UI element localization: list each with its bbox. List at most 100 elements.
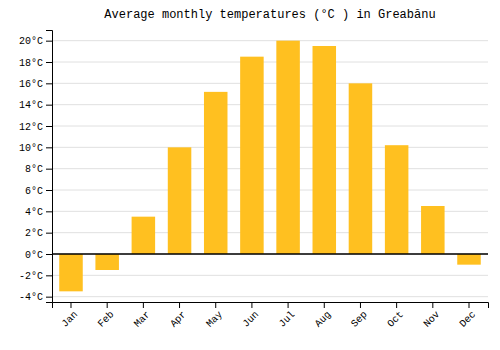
bar (240, 57, 264, 254)
y-tick-mark (46, 147, 52, 148)
y-tick: 8°C (25, 164, 52, 175)
x-tick-label: Mar (132, 309, 153, 330)
y-tick: -2°C (19, 271, 52, 282)
bar (421, 206, 445, 254)
x-tick: Mar (132, 302, 153, 330)
y-axis: -4°C -2°C 0°C 2°C 4°C 6°C 8°C 10°C 12°C 14°C 16°C 1… (19, 31, 53, 304)
x-tick-mark (70, 302, 71, 308)
x-tick: Oct (385, 302, 406, 330)
y-tick-label: 10°C (19, 143, 43, 154)
bar (168, 147, 192, 254)
bar (132, 217, 156, 254)
grid-line (52, 104, 488, 105)
y-tick-label: 0°C (25, 250, 43, 261)
y-tick-label: -4°C (19, 292, 43, 303)
y-axis-line (46, 31, 53, 303)
x-tick-mark (432, 302, 433, 308)
y-tick: 6°C (25, 186, 52, 197)
x-tick: Jul (277, 302, 298, 330)
grid-line (52, 62, 488, 63)
x-tick: Dec (458, 302, 479, 330)
y-tick-mark (46, 83, 52, 84)
y-tick: 12°C (19, 122, 52, 133)
y-tick-mark (46, 169, 52, 170)
bar (385, 145, 409, 254)
x-tick-label: Aug (313, 309, 334, 330)
bar (313, 46, 337, 254)
x-tick-label: Jan (60, 309, 81, 330)
y-tick-mark (46, 41, 52, 42)
y-tick: -4°C (19, 292, 52, 303)
x-axis-line (53, 303, 489, 309)
y-tick-label: 20°C (19, 36, 43, 47)
x-tick-mark (360, 302, 361, 308)
grid-line (52, 168, 488, 169)
x-tick-mark (396, 302, 397, 308)
y-tick-mark (46, 233, 52, 234)
y-tick-mark (46, 126, 52, 127)
y-tick: 10°C (19, 143, 52, 154)
x-tick-mark (179, 302, 180, 308)
bar (349, 83, 373, 254)
x-axis: Jan Feb Mar Apr May Jun Jul Aug Sep Oct Nov Dec (53, 302, 489, 330)
x-tick-label: Jul (277, 309, 298, 330)
x-tick-label: Sep (349, 309, 370, 330)
x-tick: Aug (313, 302, 334, 330)
y-tick: 0°C (25, 250, 52, 261)
x-tick-mark (143, 302, 144, 308)
y-tick-mark (46, 297, 52, 298)
chart: -4°C -2°C 0°C 2°C 4°C 6°C 8°C 10°C 12°C 14°C 16°C 1… (0, 0, 500, 350)
grid-line (52, 275, 488, 276)
y-tick-mark (46, 105, 52, 106)
grid-line (52, 296, 488, 297)
grid-line (52, 190, 488, 191)
y-tick-label: 6°C (25, 186, 43, 197)
y-tick-mark (46, 254, 52, 255)
y-tick-label: 16°C (19, 79, 43, 90)
x-tick-label: May (204, 309, 225, 330)
y-tick-label: 14°C (19, 100, 43, 111)
y-tick: 16°C (19, 79, 52, 90)
x-tick: Nov (421, 302, 442, 330)
bar (457, 254, 481, 265)
y-tick-label: 12°C (19, 122, 43, 133)
x-tick-label: Oct (385, 309, 406, 330)
y-tick: 2°C (25, 228, 52, 239)
y-tick: 20°C (19, 36, 52, 47)
x-tick-mark (215, 302, 216, 308)
bar (59, 254, 83, 291)
x-tick-mark (107, 302, 108, 308)
x-tick-label: Feb (96, 309, 117, 330)
y-tick: 4°C (25, 207, 52, 218)
y-tick: 18°C (19, 58, 52, 69)
x-tick-label: Jun (241, 309, 262, 330)
zero-line (52, 253, 488, 255)
grid-line (52, 40, 488, 41)
y-tick-label: -2°C (19, 271, 43, 282)
grid-line (52, 126, 488, 127)
y-tick: 14°C (19, 100, 52, 111)
title: Average monthly temperatures (°C ) in Gr… (104, 8, 435, 22)
y-tick-mark (46, 190, 52, 191)
x-tick-mark (469, 302, 470, 308)
grid-line (52, 254, 488, 255)
bar (204, 92, 228, 254)
x-tick: Jun (241, 302, 262, 330)
grid (52, 41, 488, 297)
y-tick-label: 4°C (25, 207, 43, 218)
grid-line (52, 147, 488, 148)
x-tick-mark (324, 302, 325, 308)
x-tick: May (204, 302, 225, 330)
y-tick-mark (46, 275, 52, 276)
x-tick: Sep (349, 302, 370, 330)
x-tick-mark (251, 302, 252, 308)
x-tick: Jan (60, 302, 81, 330)
y-tick-label: 2°C (25, 228, 43, 239)
x-tick-label: Dec (458, 309, 479, 330)
x-tick-label: Apr (168, 309, 189, 330)
x-tick-label: Nov (421, 309, 442, 330)
y-tick-label: 18°C (19, 58, 43, 69)
bar (276, 41, 300, 254)
x-tick: Apr (168, 302, 189, 330)
x-tick: Feb (96, 302, 117, 330)
